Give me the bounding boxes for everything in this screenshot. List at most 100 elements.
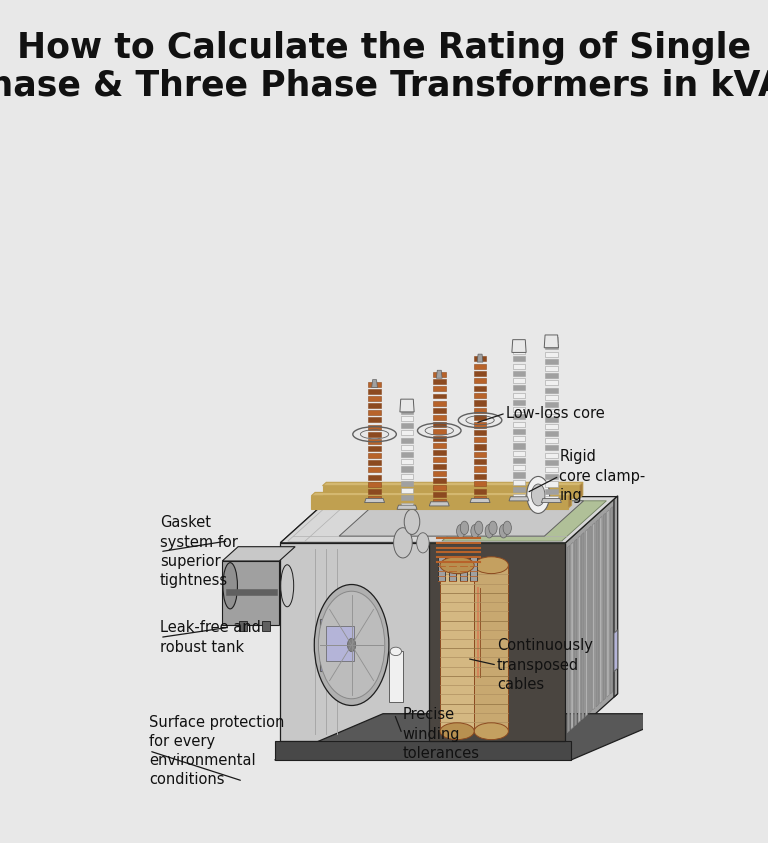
Polygon shape [545, 380, 558, 385]
Polygon shape [607, 510, 609, 697]
Polygon shape [474, 488, 486, 494]
Polygon shape [600, 517, 602, 704]
Polygon shape [401, 423, 413, 428]
Polygon shape [433, 373, 445, 378]
Polygon shape [545, 445, 558, 450]
Polygon shape [545, 359, 558, 364]
Circle shape [417, 533, 429, 553]
Circle shape [531, 484, 545, 506]
Polygon shape [369, 467, 381, 472]
Circle shape [457, 524, 465, 538]
Ellipse shape [390, 647, 402, 656]
Polygon shape [513, 451, 525, 456]
Polygon shape [323, 482, 583, 486]
Polygon shape [369, 411, 381, 416]
Polygon shape [320, 620, 360, 670]
Text: Precise
winding
tolerances: Precise winding tolerances [402, 707, 479, 760]
Polygon shape [280, 497, 617, 543]
Text: Rigid
core clamp-
ing: Rigid core clamp- ing [559, 449, 645, 502]
Polygon shape [401, 409, 413, 414]
Polygon shape [369, 489, 381, 494]
Polygon shape [401, 430, 413, 435]
Polygon shape [545, 366, 558, 371]
Polygon shape [474, 452, 486, 457]
Polygon shape [474, 422, 486, 427]
Circle shape [393, 528, 412, 558]
Ellipse shape [440, 722, 474, 739]
Polygon shape [614, 496, 617, 697]
Text: Low-loss core: Low-loss core [506, 405, 604, 421]
Polygon shape [545, 431, 558, 436]
Polygon shape [565, 497, 617, 741]
Polygon shape [401, 438, 413, 443]
Polygon shape [433, 443, 445, 448]
Polygon shape [545, 402, 558, 407]
Polygon shape [440, 565, 474, 731]
Text: Phase & Three Phase Transformers in kVA?: Phase & Three Phase Transformers in kVA? [0, 68, 768, 103]
Polygon shape [433, 457, 445, 462]
Polygon shape [545, 410, 558, 415]
Circle shape [471, 524, 479, 538]
Polygon shape [545, 373, 558, 379]
Polygon shape [433, 386, 445, 391]
Polygon shape [474, 430, 486, 435]
Polygon shape [513, 400, 525, 405]
Polygon shape [513, 436, 525, 441]
Polygon shape [369, 389, 381, 394]
Polygon shape [545, 335, 558, 347]
Polygon shape [389, 652, 403, 702]
Polygon shape [401, 452, 413, 457]
Polygon shape [438, 556, 445, 581]
Polygon shape [369, 454, 381, 458]
Polygon shape [401, 416, 413, 421]
Polygon shape [433, 492, 445, 497]
Polygon shape [568, 492, 571, 508]
Polygon shape [513, 385, 525, 390]
Polygon shape [513, 342, 525, 347]
Polygon shape [433, 436, 445, 441]
Polygon shape [369, 425, 381, 430]
Polygon shape [275, 714, 680, 760]
Ellipse shape [223, 562, 237, 609]
Polygon shape [280, 543, 565, 741]
Polygon shape [311, 492, 571, 496]
Polygon shape [541, 498, 561, 502]
Polygon shape [513, 363, 525, 368]
Polygon shape [401, 488, 413, 493]
Polygon shape [474, 357, 486, 362]
Polygon shape [433, 450, 445, 455]
Polygon shape [545, 395, 558, 400]
Text: Gasket
system for
superior
tightness: Gasket system for superior tightness [160, 515, 238, 588]
Polygon shape [513, 415, 525, 420]
Polygon shape [513, 487, 525, 492]
Polygon shape [474, 386, 486, 391]
Polygon shape [474, 474, 486, 479]
Polygon shape [369, 439, 381, 444]
Ellipse shape [281, 565, 293, 607]
Polygon shape [474, 371, 486, 376]
Circle shape [460, 521, 468, 534]
Polygon shape [369, 432, 381, 437]
Polygon shape [614, 630, 617, 672]
Polygon shape [513, 357, 525, 362]
Circle shape [404, 509, 420, 534]
Polygon shape [369, 460, 381, 465]
Polygon shape [513, 465, 525, 470]
Polygon shape [429, 543, 565, 741]
Polygon shape [474, 466, 486, 471]
Polygon shape [568, 545, 570, 733]
Polygon shape [545, 352, 558, 357]
Polygon shape [239, 621, 247, 631]
Polygon shape [222, 547, 295, 561]
Text: How to Calculate the Rating of Single: How to Calculate the Rating of Single [17, 31, 751, 65]
Polygon shape [397, 505, 417, 509]
Polygon shape [474, 393, 486, 398]
Polygon shape [545, 475, 558, 480]
Polygon shape [222, 561, 280, 625]
Polygon shape [369, 475, 381, 480]
Polygon shape [474, 363, 486, 368]
Ellipse shape [474, 722, 508, 739]
Polygon shape [545, 489, 558, 494]
Polygon shape [474, 459, 486, 464]
Polygon shape [433, 400, 445, 405]
